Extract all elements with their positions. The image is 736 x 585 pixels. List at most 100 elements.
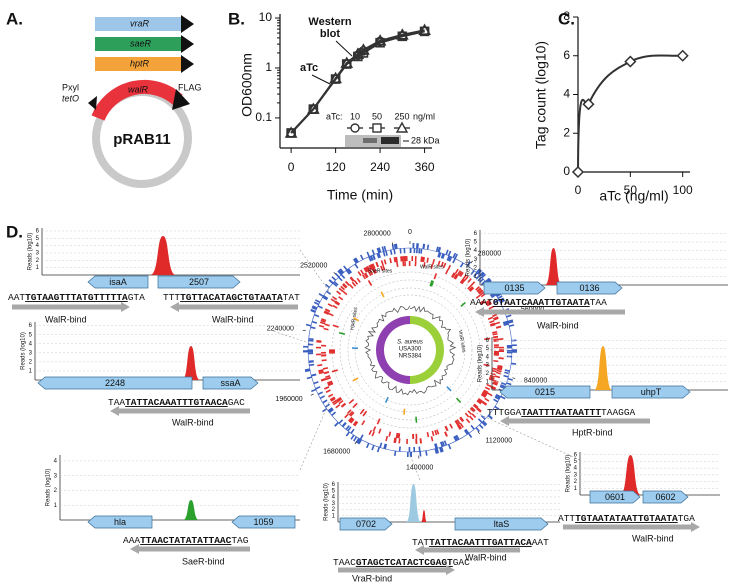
tick-label: 1 <box>332 513 336 519</box>
gene-tick <box>334 422 339 427</box>
gene-tick <box>382 264 386 271</box>
gene-label: 0135 <box>504 283 524 293</box>
gene-tick <box>315 386 321 390</box>
gene-tick <box>467 278 472 283</box>
gene-tick <box>445 249 449 255</box>
gene-tick <box>477 269 482 275</box>
y-tick-label: 8 <box>563 9 570 23</box>
site-tick <box>429 280 433 287</box>
gene-tick <box>330 298 336 303</box>
gene-tick <box>323 327 329 331</box>
legend-unit: ng/ml <box>413 111 435 121</box>
gene-tick <box>323 295 329 300</box>
connector <box>469 409 581 461</box>
gene-tick <box>434 443 437 449</box>
gene-tick <box>448 256 452 262</box>
tick-label: 5 <box>486 346 490 352</box>
bind-label: VraR-bind <box>352 573 392 583</box>
gene-tick <box>364 266 369 273</box>
gene-tick <box>494 396 500 400</box>
gene-tick <box>493 316 499 320</box>
gene-tick <box>393 437 396 443</box>
gene-tick <box>434 429 438 436</box>
gene-tick <box>368 429 373 436</box>
gene-tick <box>357 438 361 444</box>
site-tick <box>446 386 452 392</box>
gene-tick <box>443 440 448 446</box>
gene-tick <box>321 318 327 322</box>
gene-label: 0601 <box>605 492 625 502</box>
gene-tick <box>394 437 397 443</box>
tick <box>302 329 306 332</box>
sequence-part: TATTACAAATTTGTAACA <box>125 397 228 408</box>
gene-tick <box>345 431 350 437</box>
gene-tick <box>309 363 315 367</box>
tick-label: 1960000 <box>275 396 302 403</box>
annotation-arrow <box>311 74 331 85</box>
track-label: HptR sites <box>349 306 359 330</box>
gene-tick <box>328 279 334 284</box>
gene-tick <box>464 412 470 418</box>
tick-label: 1680000 <box>323 449 350 456</box>
sequence-part: TTT <box>163 292 180 303</box>
gene-tick <box>496 369 502 373</box>
gene-tick <box>489 322 496 326</box>
sequence-part: GTA <box>128 292 145 303</box>
marker <box>418 23 431 35</box>
axis-title: Reads (log10) <box>46 469 52 507</box>
gene-tick <box>389 249 393 255</box>
sequence: AAATTAACTATATATTAACTAG <box>123 535 249 546</box>
tick <box>354 441 357 445</box>
y-tick-label: 0.1 <box>255 110 272 124</box>
gene-tick <box>480 393 486 398</box>
arrow-head <box>172 89 190 110</box>
gene-tick <box>328 408 334 414</box>
gene-tick <box>486 383 492 388</box>
x-tick-label: 120 <box>326 160 346 174</box>
gene-tick <box>358 439 362 445</box>
gene-tick <box>331 399 337 404</box>
gene-tick <box>319 324 325 328</box>
gene-label: uhpT <box>641 387 662 397</box>
x-tick-label: 360 <box>415 160 435 174</box>
site-tick <box>460 301 466 307</box>
sequence-part: TAAGGA <box>601 407 636 418</box>
sequence: TTTGGATAATTTAATAATTTTAAGGA <box>487 407 636 418</box>
gene-tick <box>336 290 342 295</box>
gene-tick <box>311 320 318 324</box>
gene-tick <box>366 251 370 257</box>
site-tick <box>362 410 368 417</box>
gene-tick <box>453 273 458 279</box>
tick-label: 5 <box>332 488 336 494</box>
gene-tick <box>431 430 435 436</box>
gene-tick <box>483 389 489 394</box>
gene-tick <box>488 377 494 382</box>
gene-tick <box>323 311 329 315</box>
gene-tick <box>328 312 334 317</box>
gene-tick <box>486 302 492 307</box>
track <box>347 287 473 413</box>
gene-tick <box>492 332 498 336</box>
marker <box>624 55 637 68</box>
sequence-part: TAAC <box>333 557 356 568</box>
gene-tick <box>345 269 351 275</box>
gene-tick <box>493 359 499 363</box>
read-peak <box>150 236 176 275</box>
marker <box>571 165 585 179</box>
gene-tick <box>340 402 346 408</box>
gene-tick <box>338 296 344 301</box>
gene-tick <box>333 281 339 286</box>
bind-label: HptR-bind <box>572 427 613 437</box>
gene-label: 0702 <box>356 519 376 529</box>
gene-tick <box>471 413 477 418</box>
gene-tick <box>500 384 506 388</box>
gene-tick <box>507 319 513 323</box>
legend-marker <box>369 123 385 133</box>
gene-tick <box>503 374 509 378</box>
tick-label: 3 <box>486 363 490 369</box>
gene-tick <box>449 423 453 429</box>
gene-tick <box>398 446 401 452</box>
gene-tick <box>457 270 462 276</box>
gene-tick <box>504 369 510 372</box>
gene-tick <box>372 268 376 274</box>
